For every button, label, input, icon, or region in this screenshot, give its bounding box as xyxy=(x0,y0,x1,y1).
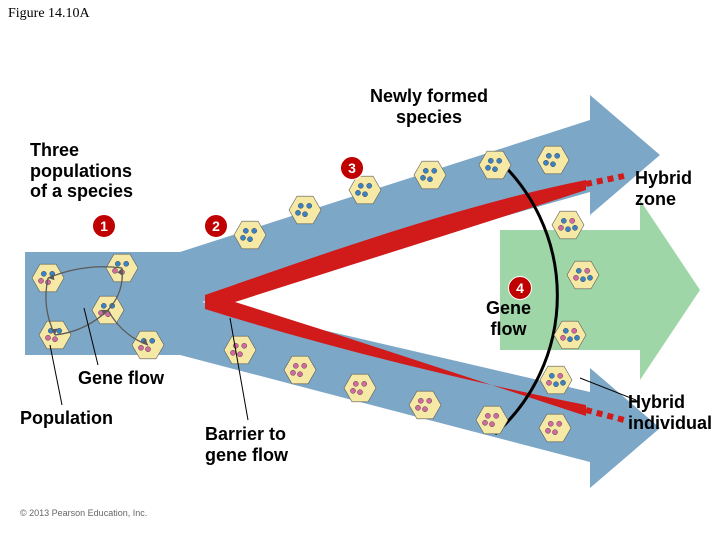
label-hybrid-zone: Hybrid zone xyxy=(635,168,692,209)
speciation-diagram xyxy=(0,0,720,540)
label-hybrid-individual: Hybrid individual xyxy=(628,392,712,433)
label-population: Population xyxy=(20,408,113,429)
badge-3: 3 xyxy=(340,156,364,180)
label-newly-formed: Newly formed species xyxy=(370,86,488,127)
copyright-text: © 2013 Pearson Education, Inc. xyxy=(20,508,147,518)
label-gene-flow-right: Gene flow xyxy=(486,298,531,339)
badge-2: 2 xyxy=(204,214,228,238)
label-three-populations: Three populations of a species xyxy=(30,140,133,202)
badge-4: 4 xyxy=(508,276,532,300)
label-gene-flow-left: Gene flow xyxy=(78,368,164,389)
label-barrier: Barrier to gene flow xyxy=(205,424,288,465)
badge-1: 1 xyxy=(92,214,116,238)
